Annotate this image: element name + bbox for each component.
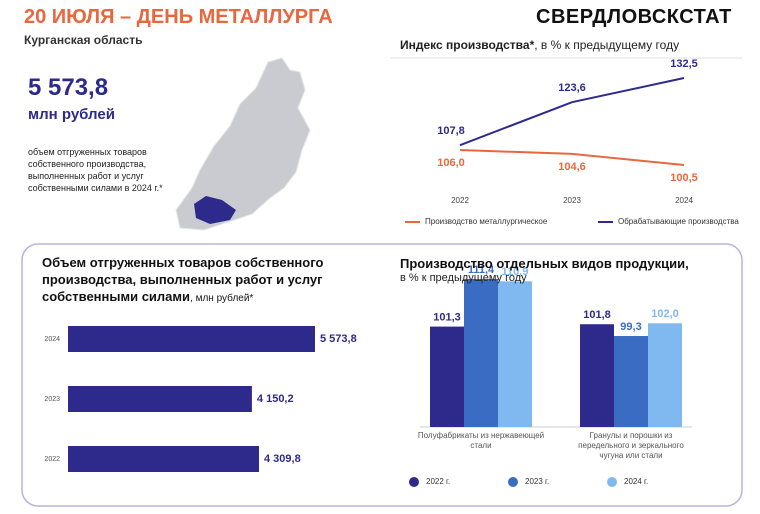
page-title: 20 ИЮЛЯ – ДЕНЬ МЕТАЛЛУРГА <box>24 6 333 28</box>
value-label: 4 309,8 <box>264 453 301 465</box>
legend-swatch <box>508 477 518 487</box>
line <box>459 77 685 147</box>
value-label: 101,3 <box>433 311 461 323</box>
bar <box>614 336 648 427</box>
bar <box>498 281 532 427</box>
x-tick-label: 2023 <box>563 196 581 205</box>
y-tick-label: 2024 <box>44 336 60 343</box>
value-label: 132,5 <box>670 58 698 70</box>
value-label: 99,3 <box>620 321 641 333</box>
bar <box>464 278 498 427</box>
line-title: Индекс производства*, в % к предыдущему … <box>400 38 679 52</box>
x-tick-label: 2022 <box>451 196 469 205</box>
bar-title: Производство отдельных видов продукции, <box>400 256 689 271</box>
category-label: Полуфабрикаты из нержавеющей стали <box>417 431 545 450</box>
region: Курганская область <box>24 33 143 47</box>
value-label: 123,6 <box>558 82 586 94</box>
value-label: 101,8 <box>583 309 611 321</box>
agency: СВЕРДЛОВСКСТАТ <box>536 6 732 28</box>
value-label: 106,0 <box>437 157 465 169</box>
bar <box>68 326 315 352</box>
highlight-value: 5 573,8 <box>28 74 109 101</box>
line-subtitle: , в % к предыдущему году <box>534 38 680 52</box>
map-highlight <box>194 196 236 224</box>
bar <box>430 326 464 427</box>
map-region <box>175 57 311 231</box>
y-tick-label: 2022 <box>44 456 60 463</box>
line-title-main: Индекс производства* <box>400 38 535 52</box>
barh-title-main: Объем отгруженных товаров собственного п… <box>42 255 324 304</box>
value-label: 100,5 <box>670 172 698 184</box>
bar <box>648 323 682 427</box>
x-tick-label: 2024 <box>675 196 693 205</box>
value-label: 5 573,8 <box>320 333 357 345</box>
y-tick-label: 2023 <box>44 396 60 403</box>
barh-title: Объем отгруженных товаров собственного п… <box>42 254 342 307</box>
value-label: 102,0 <box>651 308 679 320</box>
legend-label: 2023 г. <box>525 477 549 486</box>
value-label: 104,6 <box>558 161 586 173</box>
value-label: 4 150,2 <box>257 393 294 405</box>
value-label: 110,9 <box>502 266 529 278</box>
bar <box>68 386 252 412</box>
category-label: Гранулы и порошки из передельного и зерк… <box>578 431 684 460</box>
panel-border <box>21 243 743 507</box>
barh-subtitle: , млн рублей* <box>190 293 254 304</box>
legend-swatch <box>607 477 617 487</box>
highlight-description: объем отгруженных товаров собственного п… <box>28 147 163 193</box>
bar-subtitle: в % к предыдущему году <box>400 272 527 284</box>
value-label: 111,4 <box>468 264 495 276</box>
legend-label: Производство металлургическое <box>425 217 548 226</box>
bar <box>68 446 259 472</box>
legend-label: Обрабатывающие производства <box>618 217 739 226</box>
legend-label: 2022 г. <box>426 477 450 486</box>
line <box>459 149 685 166</box>
legend-swatch <box>409 477 419 487</box>
bar <box>580 324 614 427</box>
highlight-unit: млн рублей <box>28 106 115 123</box>
value-label: 107,8 <box>437 125 465 137</box>
legend-label: 2024 г. <box>624 477 648 486</box>
